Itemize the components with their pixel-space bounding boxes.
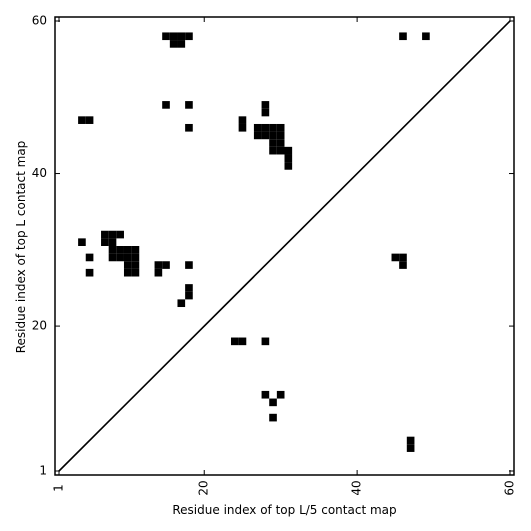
contact-cell <box>131 253 140 262</box>
contact-cell <box>185 32 193 41</box>
contact-cell <box>276 390 285 399</box>
contact-cell <box>116 246 124 254</box>
contact-cell <box>108 230 117 239</box>
contact-cell <box>261 123 270 132</box>
contact-cell <box>422 32 430 41</box>
contact-cell <box>123 268 132 277</box>
contact-cell <box>154 268 163 277</box>
contact-cell <box>238 116 247 124</box>
contact-cell <box>123 261 132 269</box>
contact-cell <box>261 337 270 346</box>
contact-cell <box>269 123 277 132</box>
contact-cell <box>169 40 178 48</box>
contact-cell <box>131 268 140 277</box>
y-axis-label: Residue index of top L contact map <box>14 141 28 354</box>
contact-cell <box>116 230 124 239</box>
x-axis-ticks: 1 20 40 60 <box>52 17 517 496</box>
contact-cell <box>177 40 186 48</box>
contact-cell <box>85 268 94 277</box>
contact-cell <box>238 337 247 346</box>
contact-cell <box>162 101 170 109</box>
contact-cell <box>185 291 193 300</box>
contact-cells <box>78 32 430 452</box>
plot-frame <box>54 16 515 476</box>
contact-cell <box>108 246 117 254</box>
contact-cell <box>261 131 270 140</box>
x-tick-label: 1 <box>52 484 66 492</box>
diagonal-line <box>58 20 511 472</box>
contact-cell <box>284 146 293 155</box>
contact-cell <box>391 253 400 262</box>
x-tick-label: 60 <box>503 480 517 495</box>
x-tick-label: 40 <box>350 480 364 495</box>
contact-cell <box>85 253 94 262</box>
contact-cell <box>276 139 285 147</box>
contact-cell <box>116 253 124 262</box>
contact-cell <box>131 246 140 254</box>
contact-cell <box>269 131 277 140</box>
contact-cell <box>185 101 193 109</box>
contact-cell <box>261 108 270 117</box>
y-axis-ticks: 1 20 40 60 <box>32 14 514 478</box>
contact-cell <box>230 337 239 346</box>
contact-cell <box>101 230 109 239</box>
contact-cell <box>269 146 277 155</box>
contact-cell <box>284 154 293 163</box>
contact-cell <box>169 32 178 41</box>
contact-cell <box>284 162 293 170</box>
contact-cell <box>269 139 277 147</box>
contact-cell <box>162 32 170 41</box>
contact-cell <box>131 261 140 269</box>
x-tick-label: 20 <box>197 480 211 495</box>
contact-cell <box>177 299 186 308</box>
contact-cell <box>85 116 94 124</box>
contact-cell <box>269 398 277 407</box>
contact-cell <box>185 284 193 292</box>
contact-cell <box>276 123 285 132</box>
contact-cell <box>177 32 186 41</box>
contact-cell <box>108 238 117 246</box>
contact-cell <box>78 238 86 246</box>
y-tick-label: 40 <box>32 166 47 180</box>
y-tick-label: 60 <box>32 14 47 28</box>
contact-cell <box>399 32 407 41</box>
contact-cell <box>276 146 285 155</box>
contact-cell <box>276 131 285 140</box>
contact-cell <box>185 261 193 269</box>
contact-cell <box>399 253 407 262</box>
contact-cell <box>406 436 415 445</box>
contact-cell <box>261 390 270 399</box>
contact-cell <box>406 444 415 452</box>
contact-cell <box>253 123 262 132</box>
contact-cell <box>399 261 407 269</box>
contact-cell <box>238 123 247 132</box>
y-tick-label: 1 <box>39 464 47 478</box>
x-axis-label: Residue index of top L/5 contact map <box>172 503 396 517</box>
y-tick-label: 20 <box>32 319 47 333</box>
contact-cell <box>253 131 262 140</box>
contact-cell <box>185 123 193 132</box>
contact-cell <box>123 246 132 254</box>
contact-cell <box>162 261 170 269</box>
contact-cell <box>154 261 163 269</box>
contact-cell <box>101 238 109 246</box>
contact-cell <box>78 116 86 124</box>
contact-cell <box>108 253 117 262</box>
contact-cell <box>123 253 132 262</box>
contact-cell <box>261 101 270 109</box>
contact-cell <box>269 413 277 422</box>
